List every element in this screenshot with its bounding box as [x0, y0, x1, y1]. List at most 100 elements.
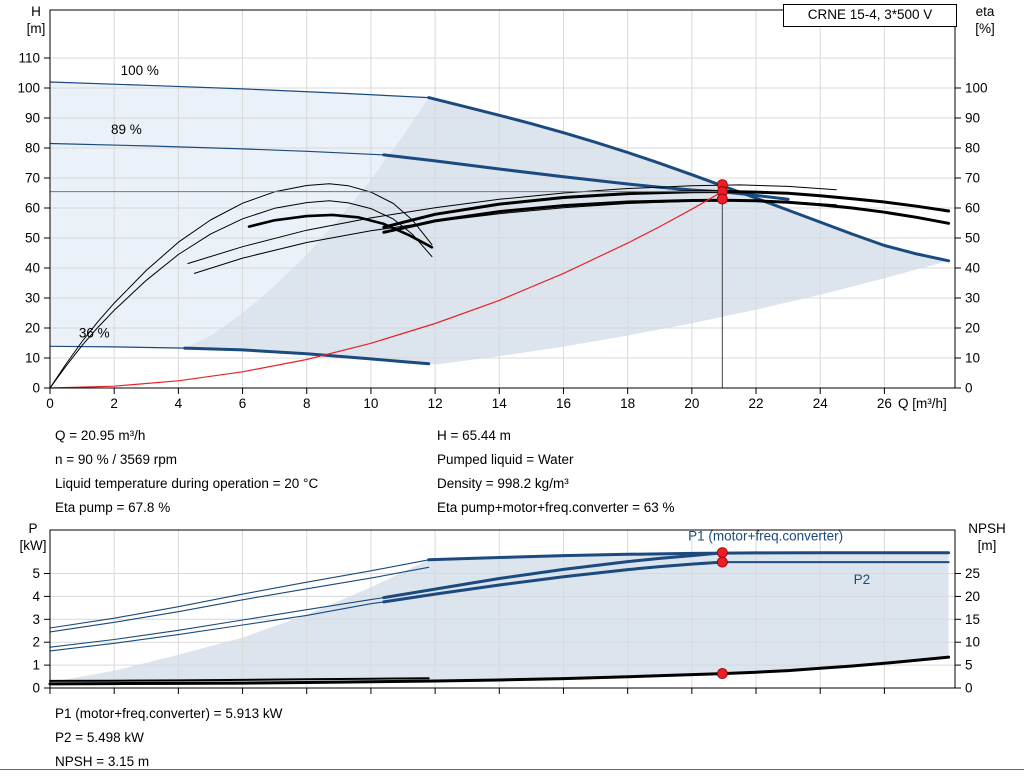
duty-point-marker [716, 547, 728, 559]
readout-npsh: NPSH = 3.15 m [55, 754, 150, 769]
speed-90-curve [382, 153, 790, 201]
duty-point-marker [716, 193, 728, 205]
readout-p1: P1 (motor+freq.converter) = 5.913 kW [55, 706, 283, 721]
y-right-tick-label: 0 [965, 681, 973, 696]
x-tick-label: 14 [492, 396, 508, 411]
speed-89-curve-lowflow [49, 142, 385, 156]
readout-pumped-liquid: Pumped liquid = Water [437, 452, 574, 467]
y-left-tick-label: 100 [17, 81, 40, 96]
p1-100-lowflow-curve [49, 559, 430, 629]
eta-axis-unit: [%] [975, 21, 995, 36]
p2-lowspeed-curve [49, 601, 385, 652]
p-axis-symbol: P [28, 521, 38, 536]
y-right-tick-label: 100 [965, 81, 988, 96]
x-tick-label: 20 [684, 396, 699, 411]
h-axis-label: H [m] [18, 3, 54, 37]
y-right-tick-label: 50 [965, 231, 980, 246]
plot-border [49, 529, 956, 689]
y-left-tick-label: 90 [25, 111, 40, 126]
npsh-axis-label: NPSH [m] [956, 520, 1018, 554]
duty-point-marker [716, 668, 728, 679]
x-tick-label: 16 [556, 396, 571, 411]
y-right-tick-label: 70 [965, 171, 980, 186]
eta-100-pump-motor-curve [49, 200, 433, 389]
curve-label: P1 (motor+freq.converter) [688, 528, 843, 543]
eta-90-thin-curve-a [187, 184, 837, 264]
readout-eta-total: Eta pump+motor+freq.converter = 63 % [437, 500, 675, 515]
y-left-tick-label: 70 [25, 171, 40, 186]
y-right-tick-label: 15 [965, 612, 980, 627]
p-axis-unit: [kW] [19, 538, 47, 553]
eta-pump-curve [382, 190, 951, 229]
pump-model-badge: CRNE 15-4, 3*500 V [783, 4, 957, 27]
speed-36-curve-lowflow [49, 345, 186, 349]
npsh-axis-unit: [m] [977, 538, 997, 553]
eta-axis-label: eta [%] [963, 3, 1007, 37]
y-left-tick-label: 60 [25, 201, 40, 216]
eta-100-pump-curve [49, 183, 433, 389]
duty-point-marker [716, 556, 728, 568]
curve-label: 36 % [79, 325, 110, 340]
x-tick-label: 26 [877, 396, 892, 411]
y-right-tick-label: 5 [965, 658, 973, 673]
curve-label: 100 % [121, 63, 159, 78]
x-axis-unit-label: Q [m³/h] [898, 396, 947, 411]
y-left-tick-label: 5 [32, 566, 40, 581]
x-tick-label: 8 [303, 396, 311, 411]
x-tick-label: 2 [110, 396, 118, 411]
x-tick-label: 0 [46, 396, 54, 411]
eta-pump-motor-curve [382, 198, 951, 234]
y-right-tick-label: 0 [965, 381, 973, 396]
curve-label: 89 % [111, 122, 142, 137]
p2-100-lowflow-curve [49, 566, 430, 633]
p1-max-curve [427, 551, 951, 562]
y-left-tick-label: 2 [32, 635, 40, 650]
y-left-tick-label: 0 [32, 381, 40, 396]
curve-label: P2 [854, 572, 871, 587]
eta-axis-symbol: eta [975, 4, 995, 19]
y-left-tick-label: 4 [32, 589, 40, 604]
y-right-tick-label: 40 [965, 261, 980, 276]
y-right-tick-label: 30 [965, 291, 980, 306]
power-npsh-chart-canvas: 0 1 2 3 4 5 0 5 10 15 20 25 P1 (motor+freq.converter… [32, 528, 980, 696]
x-tick-label: 24 [813, 396, 829, 411]
p2-90-curve [382, 560, 724, 604]
y-left-tick-label: 0 [32, 681, 40, 696]
h-axis-symbol: H [31, 4, 41, 19]
p1-lowspeed-curve [49, 597, 385, 648]
readout-head: H = 65.44 m [437, 428, 511, 443]
speed-100-curve-lowflow [49, 81, 430, 99]
npsh-curve [48, 655, 951, 686]
footer-divider [0, 769, 1024, 770]
h-axis-unit: [m] [26, 21, 46, 36]
npsh-lowspeed-curve [49, 677, 430, 682]
y-left-tick-label: 40 [25, 261, 40, 276]
y-right-tick-label: 10 [965, 351, 980, 366]
system-curve [49, 191, 723, 389]
readout-speed: n = 90 % / 3569 rpm [55, 452, 177, 467]
y-left-tick-label: 50 [25, 231, 40, 246]
x-tick-label: 6 [239, 396, 247, 411]
x-tick-label: 10 [363, 396, 378, 411]
x-tick-label: 18 [620, 396, 635, 411]
readout-density: Density = 998.2 kg/m³ [437, 476, 569, 491]
power-readouts: P1 (motor+freq.converter) = 5.913 kW P2 … [55, 702, 282, 774]
speed-36-curve [183, 346, 431, 366]
eta-100-thick-curve [247, 213, 434, 249]
npsh-axis-symbol: NPSH [968, 521, 1006, 536]
hq-chart-canvas: 0102030405060708090100110010203040506070… [17, 9, 988, 411]
plot-border [49, 9, 956, 389]
speed-100-curve [427, 96, 951, 263]
readout-liquid-temperature: Liquid temperature during operation = 20… [55, 476, 319, 491]
y-right-tick-label: 25 [965, 566, 980, 581]
y-left-tick-label: 1 [32, 658, 40, 673]
y-left-tick-label: 110 [18, 51, 40, 66]
y-left-tick-label: 30 [25, 291, 40, 306]
y-left-tick-label: 3 [32, 612, 40, 627]
duty-readouts-left: Q = 20.95 m³/h n = 90 % / 3569 rpm Liqui… [55, 424, 318, 520]
x-tick-label: 4 [175, 396, 183, 411]
duty-readouts-right: H = 65.44 m Pumped liquid = Water Densit… [437, 424, 675, 520]
y-right-tick-label: 60 [965, 201, 980, 216]
x-tick-label: 12 [428, 396, 443, 411]
